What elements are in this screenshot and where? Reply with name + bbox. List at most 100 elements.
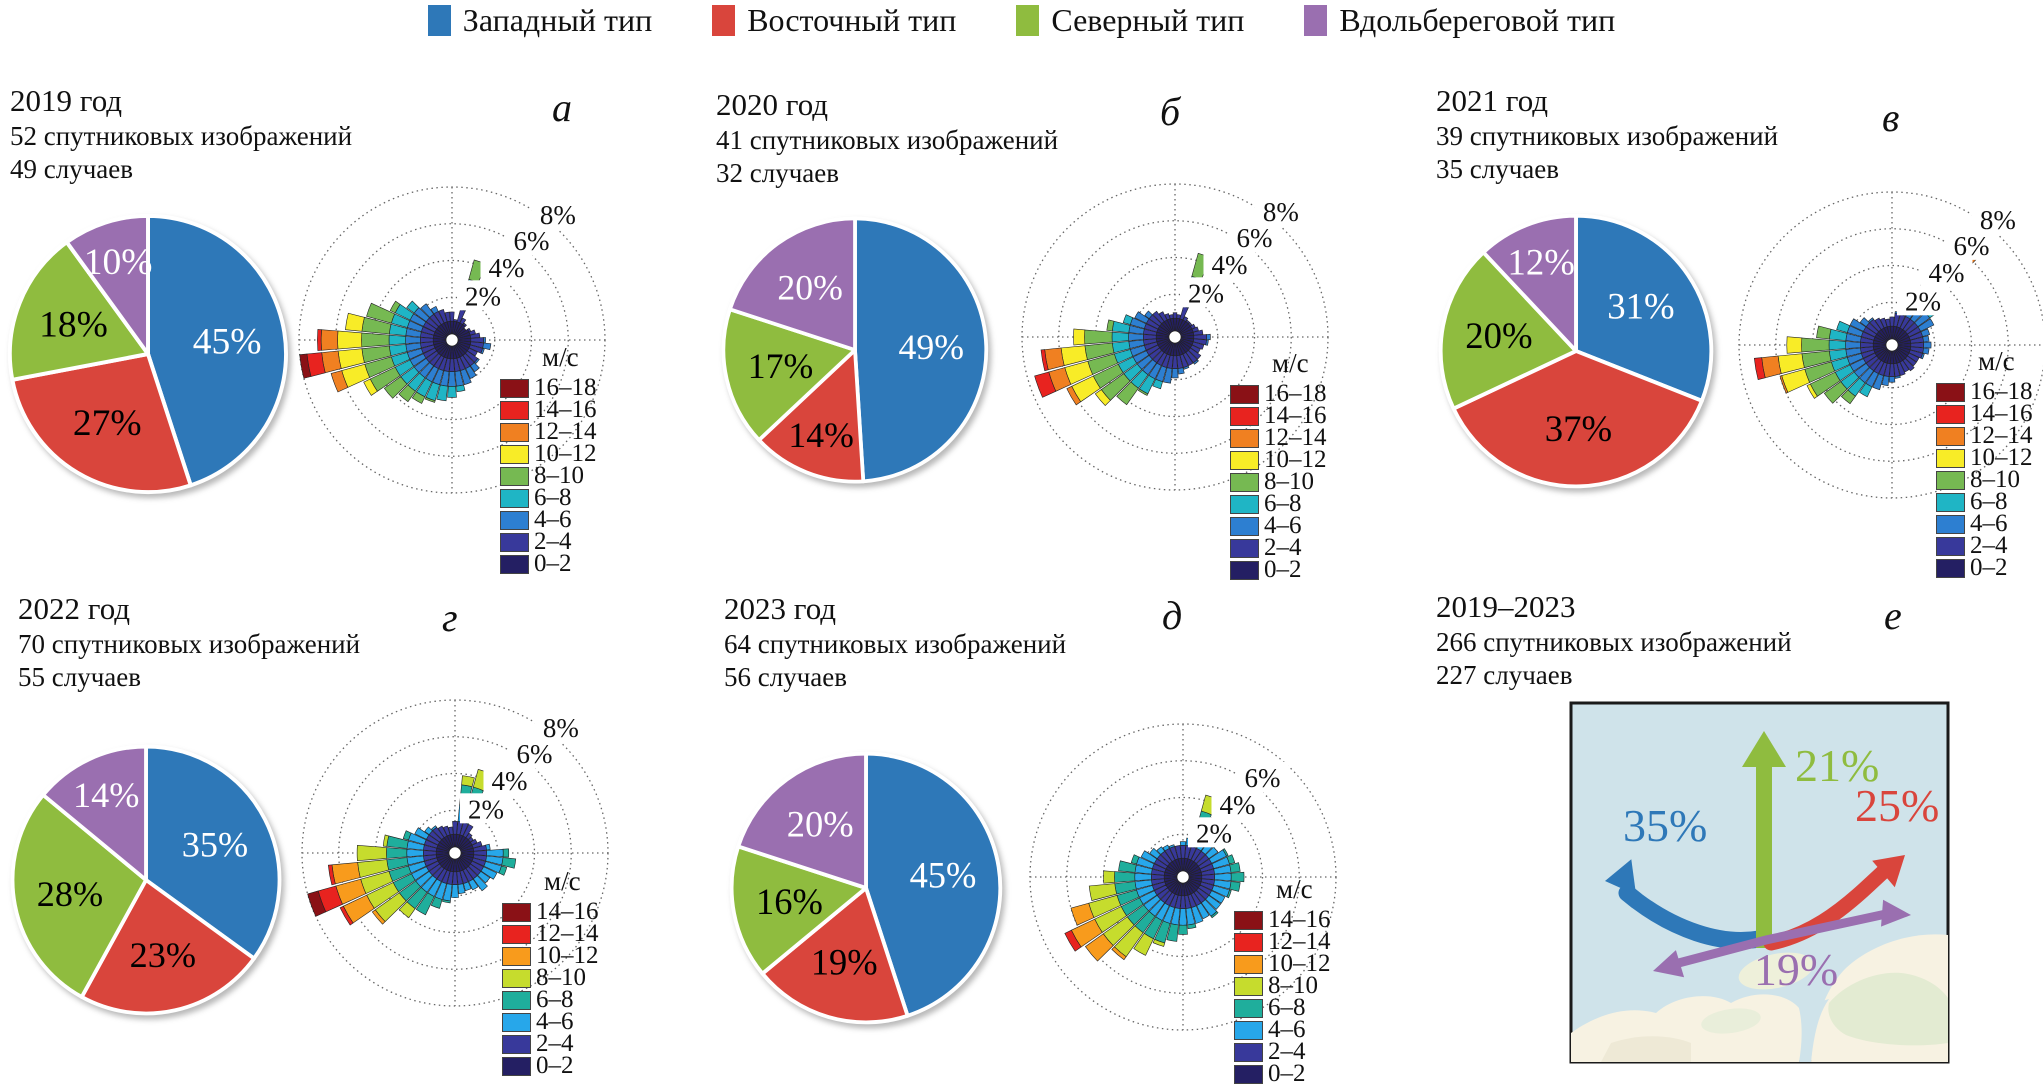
speed-bin-row: 0–2: [502, 1052, 599, 1079]
speed-bin-label: 12–14: [1268, 928, 1331, 955]
svg-text:10%: 10%: [84, 242, 153, 283]
svg-text:8%: 8%: [540, 200, 576, 230]
speed-bin-label: 8–10: [536, 964, 586, 991]
speed-units-label: м/с: [1978, 346, 2015, 376]
panel-2019-letter: а: [552, 85, 572, 130]
direction-map-2019-2023: 21% 25% 35% 19%: [1569, 701, 1950, 1064]
svg-text:14%: 14%: [788, 415, 853, 455]
speed-bin-swatch-icon: [500, 378, 529, 398]
speed-bin-label: 6–8: [1264, 490, 1302, 517]
svg-text:45%: 45%: [910, 854, 977, 895]
speed-bin-label: 12–14: [536, 920, 599, 947]
panel-2019-cases: 49 случаев: [10, 154, 134, 184]
svg-text:4%: 4%: [491, 766, 527, 796]
speed-bin-swatch-icon: [1936, 558, 1965, 578]
speed-bin-row: 0–2: [1230, 556, 1327, 583]
speed-bin-label: 0–2: [534, 550, 572, 577]
speed-bin-swatch-icon: [502, 990, 531, 1010]
speed-bin-swatch-icon: [502, 1012, 531, 1032]
svg-text:2%: 2%: [1905, 286, 1941, 316]
speed-bin-row: 12–14: [1936, 422, 2033, 449]
speed-bin-label: 8–10: [1970, 466, 2020, 493]
speed-bin-label: 2–4: [1970, 532, 2008, 559]
svg-text:6%: 6%: [513, 226, 549, 256]
svg-text:12%: 12%: [1507, 242, 1574, 283]
svg-text:18%: 18%: [39, 304, 108, 345]
speed-bin-label: 4–6: [534, 506, 572, 533]
speed-bin-label: 10–12: [1970, 444, 2033, 471]
svg-text:19%: 19%: [811, 941, 878, 982]
legend-swatch-eastern-icon: [712, 5, 736, 36]
panel-2020-title: 2020 год: [716, 87, 829, 122]
svg-text:23%: 23%: [130, 935, 196, 975]
speed-bin-row: 14–16: [1936, 400, 2033, 427]
speed-bin-label: 4–6: [1264, 512, 1302, 539]
panel-2023-title: 2023 год: [724, 591, 837, 626]
speed-bin-swatch-icon: [1230, 428, 1259, 448]
speed-bin-swatch-icon: [1936, 514, 1965, 534]
speed-legend-2019: м/с 16–18 14–16 12–14 10–12 8–10 6–8 4–6 2–4 0–2: [500, 342, 597, 577]
speed-bin-label: 8–10: [1268, 972, 1318, 999]
svg-text:45%: 45%: [193, 321, 262, 362]
speed-bin-row: 16–18: [1936, 378, 2033, 405]
map-arrow-west: [1605, 859, 1768, 949]
panel-2021-header: 2021 год 39 спутниковых изображений 35 с…: [1436, 82, 1778, 186]
svg-text:6%: 6%: [516, 739, 552, 769]
speed-bin-label: 2–4: [1264, 534, 1302, 561]
speed-units-label: м/с: [1272, 348, 1309, 378]
svg-text:28%: 28%: [37, 874, 103, 914]
svg-text:8%: 8%: [1980, 205, 2016, 235]
panel-2020-header: 2020 год 41 спутниковых изображений 32 с…: [716, 86, 1058, 190]
speed-bin-row: 0–2: [500, 550, 597, 577]
svg-text:20%: 20%: [787, 803, 854, 844]
legend-item-eastern: Восточный тип: [712, 2, 956, 39]
speed-bin-label: 8–10: [534, 462, 584, 489]
speed-bin-row: 4–6: [1230, 512, 1327, 539]
speed-bin-swatch-icon: [1936, 492, 1965, 512]
panel-2023-cases: 56 случаев: [724, 662, 848, 692]
svg-text:2%: 2%: [468, 794, 504, 824]
speed-bin-swatch-icon: [502, 924, 531, 944]
speed-bin-row: 2–4: [1234, 1038, 1331, 1065]
map-arrow-north: [1742, 731, 1786, 948]
speed-bin-row: 6–8: [1936, 488, 2033, 515]
speed-bin-label: 6–8: [1268, 994, 1306, 1021]
speed-bin-swatch-icon: [502, 968, 531, 988]
map-label-west: 35%: [1623, 800, 1707, 851]
speed-bin-row: 8–10: [1234, 972, 1331, 999]
map-label-east: 25%: [1855, 780, 1939, 831]
speed-bin-row: 8–10: [502, 964, 599, 991]
speed-bin-row: 10–12: [1936, 444, 2033, 471]
speed-bin-row: 8–10: [1936, 466, 2033, 493]
speed-bin-swatch-icon: [1230, 516, 1259, 536]
speed-bin-row: 8–10: [1230, 468, 1327, 495]
speed-bin-label: 12–14: [1264, 424, 1327, 451]
speed-bin-swatch-icon: [1230, 494, 1259, 514]
speed-bin-label: 2–4: [536, 1030, 574, 1057]
legend-swatch-northern-icon: [1016, 5, 1040, 36]
panel-2022-cases: 55 случаев: [18, 662, 142, 692]
panel-2022-title: 2022 год: [18, 591, 131, 626]
legend-item-northern: Северный тип: [1016, 2, 1244, 39]
speed-bin-label: 4–6: [536, 1008, 574, 1035]
svg-text:17%: 17%: [748, 346, 813, 386]
speed-bin-label: 10–12: [1268, 950, 1331, 977]
speed-bin-label: 8–10: [1264, 468, 1314, 495]
speed-legend-2022: м/с 14–16 12–14 10–12 8–10 6–8 4–6 2–4 0–2: [502, 866, 599, 1079]
speed-bin-label: 6–8: [534, 484, 572, 511]
panel-2020-letter: б: [1160, 89, 1181, 134]
panel-2021-cases: 35 случаев: [1436, 154, 1560, 184]
speed-bin-label: 0–2: [1970, 554, 2008, 581]
svg-text:27%: 27%: [73, 403, 142, 444]
legend-swatch-alongshore-icon: [1304, 5, 1328, 36]
speed-bin-row: 6–8: [1230, 490, 1327, 517]
speed-bin-label: 2–4: [534, 528, 572, 555]
speed-bin-row: 12–14: [1234, 928, 1331, 955]
map-label-north: 21%: [1795, 740, 1879, 791]
svg-text:2%: 2%: [465, 281, 501, 311]
legend-label-alongshore: Вдольбереговой тип: [1339, 2, 1616, 38]
speed-bin-swatch-icon: [1234, 932, 1263, 952]
svg-text:49%: 49%: [899, 327, 964, 367]
panel-2022-header: 2022 год 70 спутниковых изображений 55 с…: [18, 590, 360, 694]
